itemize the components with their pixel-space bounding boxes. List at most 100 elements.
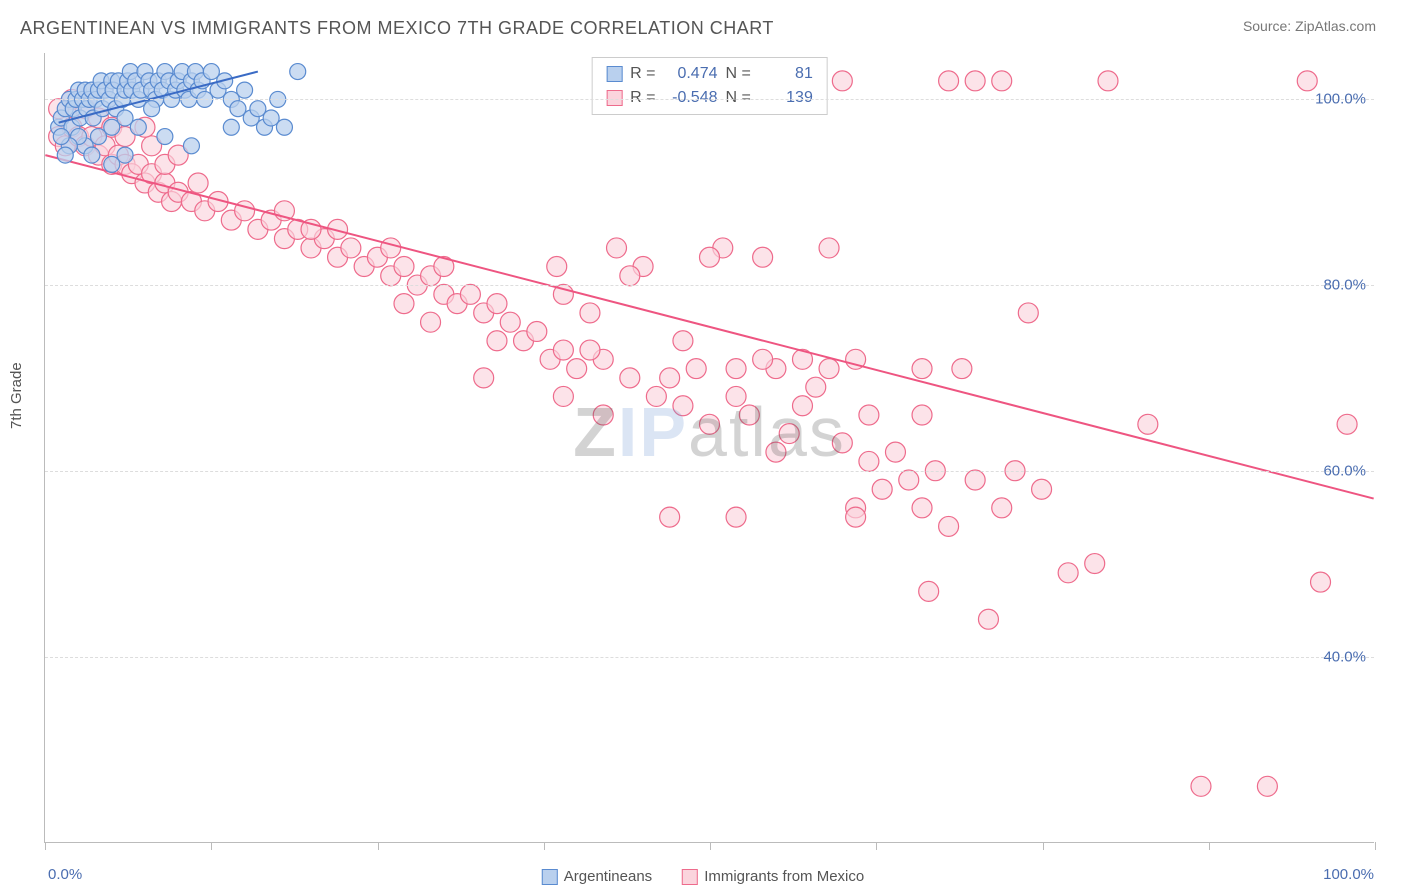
y-tick-label: 100.0% — [1315, 91, 1366, 108]
data-point — [460, 284, 480, 304]
data-point — [832, 433, 852, 453]
data-point — [1138, 414, 1158, 434]
data-point — [157, 129, 173, 145]
data-point — [819, 359, 839, 379]
y-tick-label: 60.0% — [1323, 463, 1366, 480]
data-point — [978, 609, 998, 629]
data-point — [726, 359, 746, 379]
data-point — [660, 368, 680, 388]
header-bar: ARGENTINEAN VS IMMIGRANTS FROM MEXICO 7T… — [0, 0, 1406, 49]
data-point — [700, 414, 720, 434]
chart-container: 7th Grade ZIPatlas R = 0.474 N = 81 R = … — [0, 49, 1406, 889]
data-point — [237, 82, 253, 98]
data-point — [1098, 71, 1118, 91]
data-point — [753, 247, 773, 267]
data-point — [952, 359, 972, 379]
x-tick-label-right: 100.0% — [1323, 866, 1374, 883]
correlation-stat-box: R = 0.474 N = 81 R = -0.548 N = 139 — [591, 57, 828, 115]
gridline — [45, 285, 1374, 286]
data-point — [104, 156, 120, 172]
data-point — [992, 498, 1012, 518]
chart-title: ARGENTINEAN VS IMMIGRANTS FROM MEXICO 7T… — [20, 18, 774, 39]
x-tick — [544, 842, 545, 850]
data-point — [394, 294, 414, 314]
legend-item-series1: Argentineans — [542, 868, 652, 885]
data-point — [1018, 303, 1038, 323]
data-point — [1257, 776, 1277, 796]
data-point — [686, 359, 706, 379]
data-point — [553, 386, 573, 406]
y-tick-label: 80.0% — [1323, 277, 1366, 294]
data-point — [766, 442, 786, 462]
data-point — [1085, 554, 1105, 574]
data-point — [912, 405, 932, 425]
y-axis-label: 7th Grade — [8, 362, 25, 429]
data-point — [130, 119, 146, 135]
stat-r-value-1: 0.474 — [664, 62, 718, 86]
data-point — [527, 321, 547, 341]
x-tick — [211, 842, 212, 850]
data-point — [965, 470, 985, 490]
x-tick — [710, 842, 711, 850]
data-point — [394, 257, 414, 277]
data-point — [1058, 563, 1078, 583]
data-point — [553, 340, 573, 360]
data-point — [846, 507, 866, 527]
data-point — [832, 71, 852, 91]
stat-n-value-1: 81 — [759, 62, 813, 86]
x-tick — [378, 842, 379, 850]
data-point — [276, 119, 292, 135]
legend: Argentineans Immigrants from Mexico — [542, 868, 864, 885]
data-point — [593, 405, 613, 425]
data-point — [899, 470, 919, 490]
data-point — [992, 71, 1012, 91]
data-point — [1032, 479, 1052, 499]
data-point — [144, 101, 160, 117]
data-point — [912, 359, 932, 379]
data-point — [673, 331, 693, 351]
x-tick — [876, 842, 877, 850]
stat-swatch-series2 — [606, 90, 622, 106]
data-point — [885, 442, 905, 462]
data-point — [1191, 776, 1211, 796]
data-point — [223, 119, 239, 135]
data-point — [580, 303, 600, 323]
data-point — [726, 507, 746, 527]
data-point — [183, 138, 199, 154]
gridline — [45, 99, 1374, 100]
data-point — [188, 173, 208, 193]
data-point — [474, 368, 494, 388]
data-point — [53, 129, 69, 145]
scatter-svg — [45, 53, 1374, 842]
data-point — [912, 498, 932, 518]
legend-swatch-series1 — [542, 869, 558, 885]
data-point — [487, 294, 507, 314]
data-point — [872, 479, 892, 499]
data-point — [753, 349, 773, 369]
y-tick-label: 40.0% — [1323, 649, 1366, 666]
data-point — [660, 507, 680, 527]
source-attribution: Source: ZipAtlas.com — [1243, 18, 1376, 34]
stat-row-series1: R = 0.474 N = 81 — [606, 62, 813, 86]
data-point — [421, 312, 441, 332]
legend-item-series2: Immigrants from Mexico — [682, 868, 864, 885]
data-point — [919, 581, 939, 601]
x-tick — [1043, 842, 1044, 850]
data-point — [739, 405, 759, 425]
gridline — [45, 657, 1374, 658]
gridline — [45, 471, 1374, 472]
data-point — [700, 247, 720, 267]
data-point — [607, 238, 627, 258]
legend-label-series1: Argentineans — [564, 868, 652, 885]
stat-n-value-2: 139 — [759, 86, 813, 110]
data-point — [620, 368, 640, 388]
plot-area: ZIPatlas R = 0.474 N = 81 R = -0.548 N =… — [44, 53, 1374, 843]
data-point — [84, 147, 100, 163]
data-point — [500, 312, 520, 332]
data-point — [341, 238, 361, 258]
stat-r-label-1: R = — [630, 62, 655, 86]
data-point — [567, 359, 587, 379]
data-point — [939, 516, 959, 536]
data-point — [290, 64, 306, 80]
stat-r-label-2: R = — [630, 86, 655, 110]
